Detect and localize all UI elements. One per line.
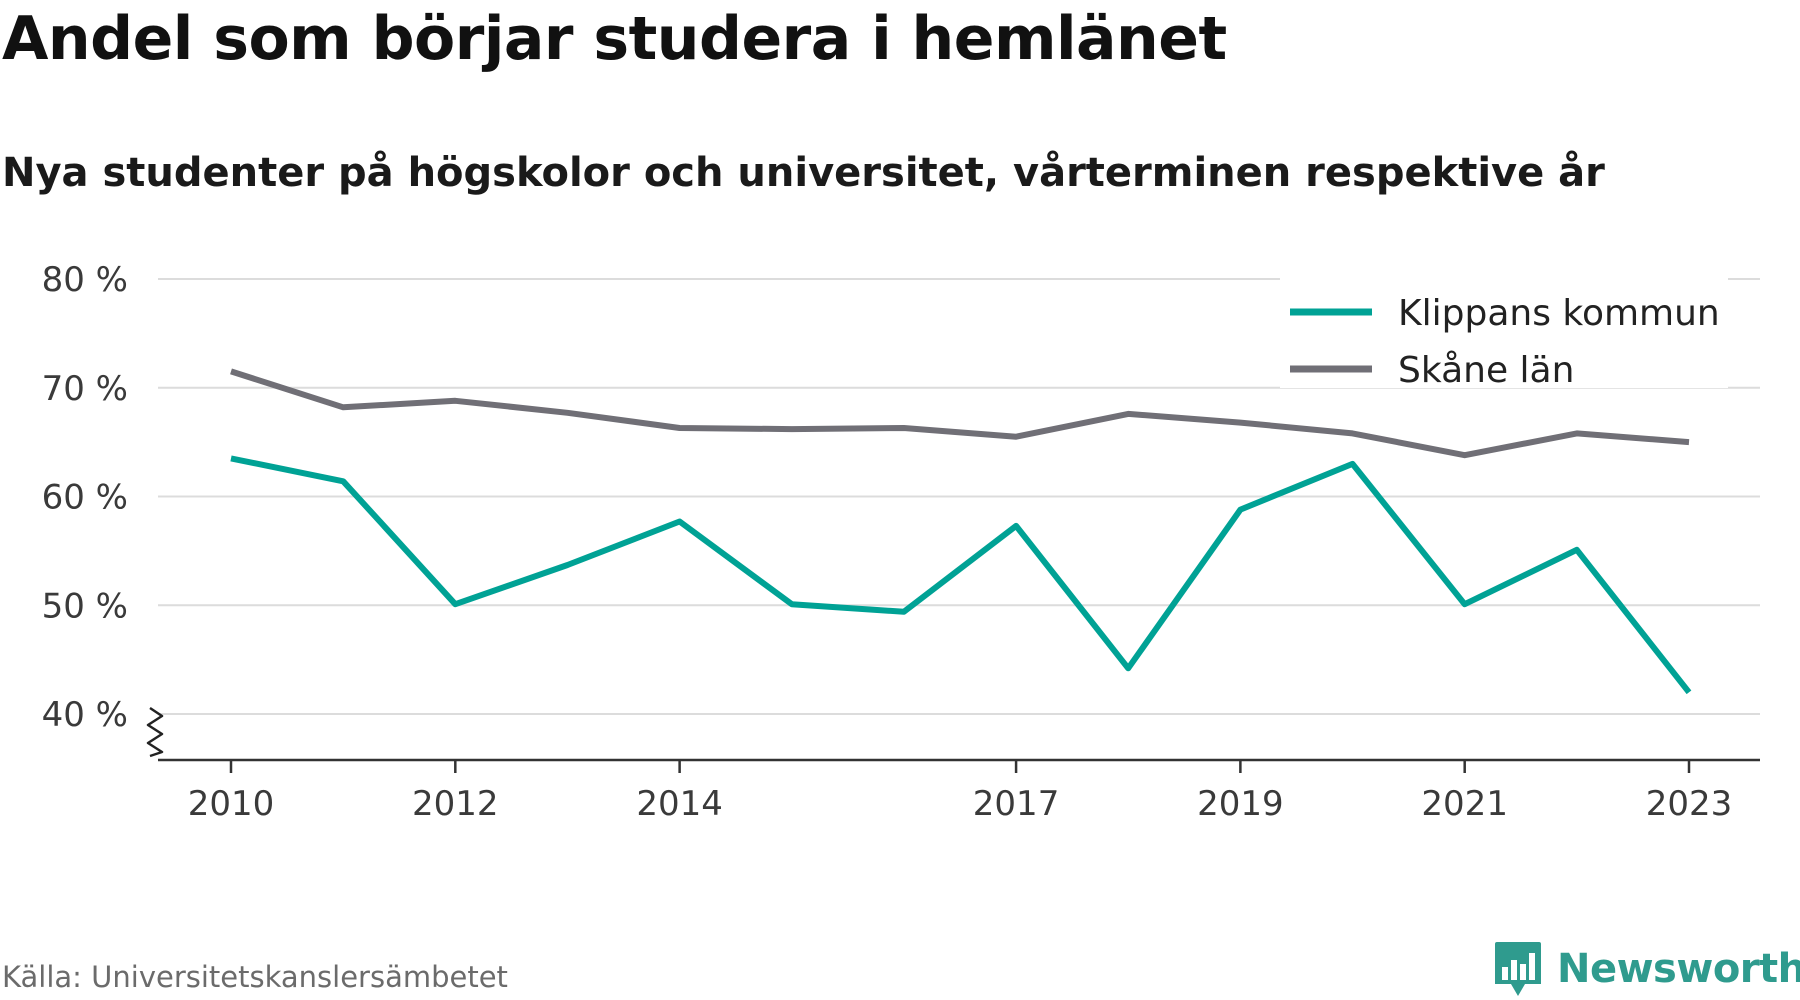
series-lines <box>230 368 1692 695</box>
legend-label: Skåne län <box>1398 350 1574 391</box>
x-tick-label: 2021 <box>1421 784 1508 824</box>
y-tick-label: 60 % <box>42 478 128 518</box>
legend: Klippans kommun Skåne län <box>1280 276 1728 391</box>
y-tick-label: 70 % <box>42 369 128 409</box>
source-note: Källa: Universitetskanslersämbetet <box>2 960 508 994</box>
series-line-sk-ne-l-n <box>230 368 1690 459</box>
x-tick-label: 2023 <box>1646 784 1733 824</box>
x-tick-label: 2017 <box>973 784 1060 824</box>
x-tick-label: 2012 <box>412 784 499 824</box>
chart-title: Andel som börjar studera i hemlänet <box>2 4 1227 74</box>
x-tick-label: 2014 <box>636 784 723 824</box>
y-tick-label: 40 % <box>42 695 128 735</box>
brand-name: Newsworthy <box>1557 946 1800 992</box>
axis-break-icon <box>146 706 164 758</box>
legend-label: Klippans kommun <box>1398 293 1720 334</box>
y-tick-label: 50 % <box>42 586 128 626</box>
x-tick-label: 2019 <box>1197 784 1284 824</box>
chart-subtitle: Nya studenter på högskolor och universit… <box>2 150 1605 196</box>
line-chart: 40 %50 %60 %70 %80 % 2010 2012 2014 2017 201… <box>42 260 1760 824</box>
newsworthy-logo: Newsworthy <box>1493 940 1800 998</box>
x-axis: 2010 2012 2014 2017 2019 2021 2023 <box>146 706 1760 824</box>
y-tick-label: 80 % <box>42 260 128 300</box>
x-tick-label: 2010 <box>188 784 275 824</box>
bar-chart-bubble-icon <box>1495 942 1541 996</box>
series-line-klippans-kommun <box>230 455 1692 695</box>
